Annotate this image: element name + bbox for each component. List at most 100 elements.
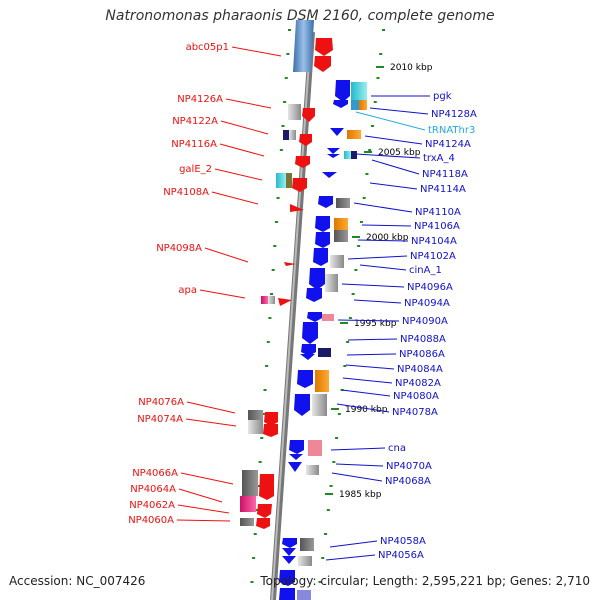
leader-line <box>364 135 423 145</box>
gene-label-np4066a: NP4066A <box>132 468 178 479</box>
gene-label-np4068a: NP4068A <box>385 476 431 487</box>
gene-label-np4090a: NP4090A <box>402 316 448 327</box>
kbp-label: 1995 kbp <box>354 319 397 329</box>
gene-label-apa: apa <box>178 285 197 296</box>
kbp-label: 1990 kbp <box>345 405 388 415</box>
gene-label-np4074a: NP4074A <box>137 414 183 425</box>
left-tick-ring <box>250 29 291 583</box>
accession-label: Accession: NC_007426 <box>9 574 146 588</box>
gene-label-np4116a: NP4116A <box>171 139 217 150</box>
gene-label-pgk: pgk <box>433 91 452 102</box>
topology-summary: Topology: circular; Length: 2,595,221 bp… <box>260 574 590 588</box>
gene-label-np4124a: NP4124A <box>425 139 471 150</box>
leader-line <box>337 319 400 322</box>
genome-title: Natronomonas pharaonis DSM 2160, complet… <box>105 8 495 24</box>
leader-line <box>325 554 376 561</box>
gene-label-np4104a: NP4104A <box>411 236 457 247</box>
leader-line <box>225 98 272 109</box>
gene-label-np4080a: NP4080A <box>393 391 439 402</box>
gene-label-abc05p1: abc05p1 <box>186 42 229 53</box>
gene-label-np4070a: NP4070A <box>386 461 432 472</box>
leader-line <box>336 403 390 413</box>
gene-label-np4110a: NP4110A <box>415 207 461 218</box>
leader-line <box>342 377 393 384</box>
leader-line <box>180 472 234 485</box>
leader-line <box>211 191 259 205</box>
leader-line <box>214 168 263 181</box>
kbp-label: 2010 kbp <box>390 63 433 73</box>
leader-line <box>369 182 418 190</box>
left-gene-labels: abc05p1 NP4126A NP4122A NP4116A galE_2 NP4108… <box>128 42 282 526</box>
leader-line <box>357 239 409 242</box>
gene-label-np4114a: NP4114A <box>420 184 466 195</box>
leader-line <box>371 159 420 175</box>
gene-label-np4108a: NP4108A <box>163 187 209 198</box>
gene-label-cna: cna <box>388 443 406 454</box>
leader-line <box>185 418 237 427</box>
leader-line <box>231 46 282 57</box>
gene-label-np4094a: NP4094A <box>404 298 450 309</box>
kbp-scale: 2010 kbp 2005 kbp 2000 kbp 1995 kbp 1990 kbp… <box>325 63 433 500</box>
gene-label-np4102a: NP4102A <box>410 251 456 262</box>
right-gene-labels: pgk NP4128A tRNAThr3 NP4124A trxA_4 NP4118A NP… <box>325 91 477 561</box>
gene-label-np4088a: NP4088A <box>400 334 446 345</box>
leader-line <box>345 364 395 370</box>
leader-line <box>335 463 384 467</box>
leader-line <box>331 472 383 482</box>
reverse-colored-blocks <box>297 82 367 600</box>
leader-line <box>329 540 378 548</box>
gene-label-np4086a: NP4086A <box>399 349 445 360</box>
gene-label-np4084a: NP4084A <box>397 364 443 375</box>
leader-line <box>177 504 230 514</box>
gene-label-np4122a: NP4122A <box>172 116 218 127</box>
leader-line <box>186 401 236 414</box>
gene-label-np4128a: NP4128A <box>431 109 477 120</box>
gene-label-np4096a: NP4096A <box>407 282 453 293</box>
gene-label-np4078a: NP4078A <box>392 407 438 418</box>
leader-line <box>347 255 408 260</box>
leader-line <box>361 224 412 227</box>
leader-line <box>199 289 246 299</box>
leader-line <box>204 247 249 263</box>
gene-label-np4064a: NP4064A <box>130 484 176 495</box>
gene-label-cina_1: cinA_1 <box>409 265 442 276</box>
leader-line <box>341 389 391 397</box>
reverse-strand-genes <box>279 80 350 600</box>
gene-label-trnathr3: tRNAThr3 <box>428 125 475 136</box>
forward-strand-genes <box>256 38 333 529</box>
gene-label-np4076a: NP4076A <box>138 397 184 408</box>
gene-label-np4058a: NP4058A <box>380 536 426 547</box>
kbp-label: 1985 kbp <box>339 490 382 500</box>
leader-line <box>176 519 231 522</box>
gene-label-np4126a: NP4126A <box>177 94 223 105</box>
leader-line <box>353 202 413 213</box>
gene-label-np4082a: NP4082A <box>395 378 441 389</box>
gene-label-np4118a: NP4118A <box>422 169 468 180</box>
gene-label-np4106a: NP4106A <box>414 221 460 232</box>
kbp-label: 2005 kbp <box>378 148 421 158</box>
leader-line <box>346 353 397 356</box>
leader-line <box>355 111 426 131</box>
right-tick-ring <box>318 29 385 583</box>
leader-line <box>178 488 223 503</box>
leader-line <box>369 107 429 115</box>
gene-label-trxa_4: trxA_4 <box>423 153 455 164</box>
leader-line <box>220 120 269 135</box>
gene-label-np4062a: NP4062A <box>129 500 175 511</box>
forward-colored-blocks <box>240 104 301 526</box>
leader-line <box>347 338 398 341</box>
gene-label-np4098a: NP4098A <box>156 243 202 254</box>
leader-line <box>359 264 407 271</box>
gene-label-np4060a: NP4060A <box>128 515 174 526</box>
leader-line <box>353 299 402 304</box>
gene-label-gale_2: galE_2 <box>179 164 212 175</box>
genome-backbone <box>270 31 315 600</box>
leader-line <box>330 447 386 451</box>
leader-line <box>341 283 405 288</box>
gene-label-np4056a: NP4056A <box>378 550 424 561</box>
leader-line <box>219 143 265 157</box>
kbp-label: 2000 kbp <box>366 233 409 243</box>
leader-line <box>355 153 421 159</box>
top-gene-block <box>293 20 314 72</box>
